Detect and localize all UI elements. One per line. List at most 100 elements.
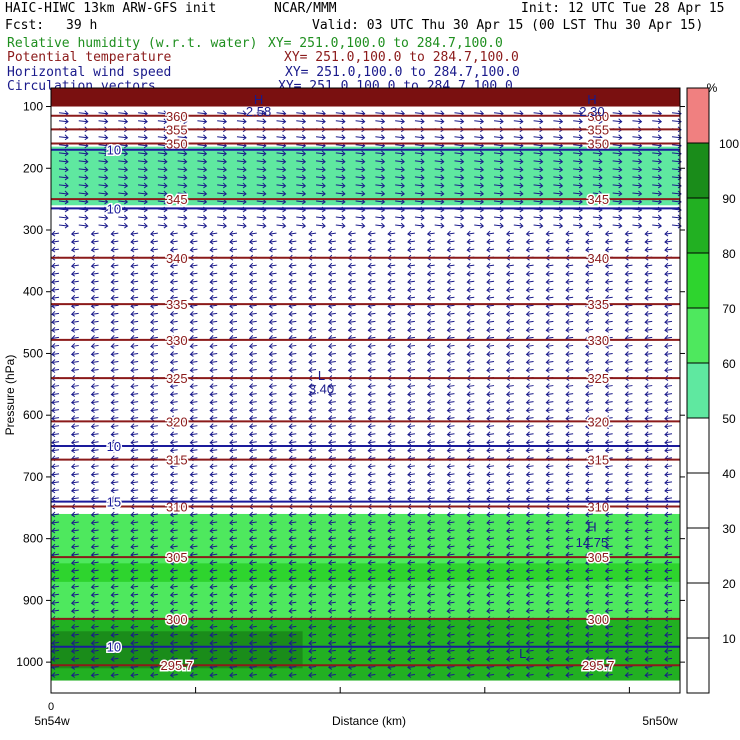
wind-vector-head [268, 656, 273, 662]
wind-vector-head [183, 190, 188, 197]
wind-vector [150, 425, 158, 428]
wind-vector-head [90, 631, 95, 638]
wind-vector-head [169, 559, 174, 566]
wind-vector-head [585, 238, 590, 245]
wind-vector [276, 224, 286, 227]
wind-vector [217, 184, 227, 187]
wind-vector-head [644, 519, 649, 526]
wind-vector [328, 288, 336, 291]
wind-vector-head [70, 640, 76, 646]
wind-vector-head [506, 319, 511, 325]
wind-vector [612, 176, 622, 179]
wind-vector [289, 529, 297, 532]
wind-vector [414, 160, 424, 163]
wind-vector-head [123, 190, 129, 197]
wind-vector [447, 657, 455, 660]
wind-vector [58, 120, 69, 123]
wind-vector [170, 657, 178, 660]
wind-vector-head [288, 487, 293, 494]
wind-vector [249, 232, 257, 235]
wind-vector [51, 625, 60, 628]
wind-vector [111, 441, 119, 444]
wind-vector [98, 200, 108, 203]
wind-vector-head [347, 367, 352, 373]
wind-vector-head [486, 415, 491, 422]
wind-vector [434, 120, 444, 123]
wind-vector [652, 184, 662, 187]
wind-vector-head [163, 214, 168, 221]
wind-vector [553, 216, 563, 219]
wind-vector-head [229, 471, 234, 478]
wind-vector-head [585, 383, 590, 389]
wind-vector [566, 352, 574, 355]
wind-vector [388, 449, 396, 452]
wind-vector-head [288, 591, 293, 598]
wind-vector-head [367, 343, 372, 349]
wind-vector-head [64, 190, 69, 197]
wind-vector [506, 385, 514, 388]
wind-vector-head [426, 351, 432, 357]
wind-vector [157, 192, 167, 195]
wind-vector [170, 641, 178, 644]
wind-vector-head [110, 447, 115, 454]
wind-vector [368, 553, 376, 556]
wind-vector-head [90, 463, 95, 470]
wind-vector-head [565, 351, 570, 357]
wind-vector [51, 328, 60, 331]
wind-vector-head [585, 431, 590, 438]
wind-vector-head [90, 238, 95, 245]
wind-vector [111, 312, 119, 315]
wind-vector-head [624, 583, 629, 590]
wind-vector-head [466, 423, 471, 430]
wind-vector-head [565, 431, 570, 438]
wind-vector-head [446, 575, 451, 582]
wind-vector [51, 280, 60, 283]
wind-vector-head [565, 567, 570, 574]
wind-vector [308, 433, 317, 436]
wind-vector-head [466, 286, 471, 293]
wind-vector [328, 441, 336, 444]
wind-vector [348, 609, 356, 612]
wind-vector [210, 473, 218, 476]
wind-vector-head [446, 535, 451, 542]
wind-vector-head [486, 543, 491, 550]
wind-vector-head [440, 174, 445, 181]
wind-vector-head [229, 238, 234, 245]
wind-vector-head [183, 150, 188, 157]
rh-region-2 [51, 146, 680, 206]
wind-vector-head [664, 527, 669, 534]
wind-vector [526, 304, 534, 307]
wind-vector [111, 336, 119, 339]
wind-vector [664, 529, 673, 532]
wind-vector-head [169, 575, 174, 582]
wind-vector-head [525, 270, 530, 277]
wind-vector [447, 232, 455, 235]
wind-vector [229, 385, 238, 388]
wind-vector-head [51, 583, 56, 590]
wind-vector [190, 649, 198, 652]
wind-vector-head [248, 471, 254, 478]
wind-vector [664, 489, 673, 492]
wind-vector-head [519, 174, 524, 181]
wind-vector-head [347, 631, 352, 638]
wind-vector-head [367, 479, 372, 486]
wind-vector [407, 457, 416, 460]
wind-vector [546, 240, 554, 243]
wind-vector [612, 112, 622, 115]
wind-vector [289, 417, 297, 420]
wind-vector [348, 304, 356, 307]
wind-vector [91, 312, 99, 315]
wind-vector [388, 553, 396, 556]
wind-vector [229, 248, 238, 251]
wind-vector-head [644, 286, 649, 293]
wind-vector [612, 152, 622, 155]
wind-vector [506, 393, 514, 396]
wind-vector [210, 417, 218, 420]
wind-vector-head [598, 190, 603, 197]
wind-vector-head [446, 648, 451, 654]
wind-vector-head [644, 656, 649, 662]
wind-vector [170, 385, 178, 388]
wind-vector [249, 393, 257, 396]
wind-vector [526, 561, 534, 564]
wind-vector-head [268, 519, 273, 526]
